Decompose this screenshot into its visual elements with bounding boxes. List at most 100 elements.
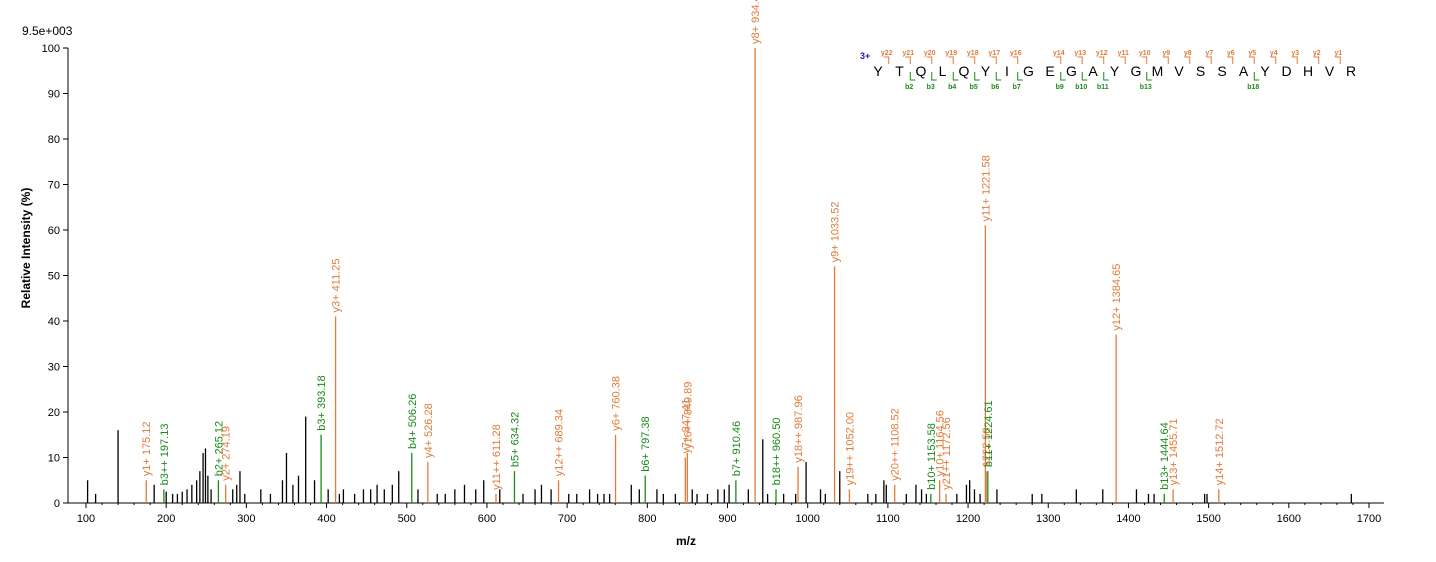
peak-label-y: y4+ 526.28 — [423, 403, 435, 458]
residue: D — [1281, 63, 1291, 79]
y-ion-bracket — [948, 56, 954, 64]
peak-label-y: y6+ 760.38 — [611, 376, 623, 431]
b-ion-bracket — [1017, 72, 1023, 81]
peak-label-b: b6+ 797.38 — [640, 416, 652, 471]
peak-label-y: y1+ 175.12 — [141, 422, 153, 477]
x-tick-label: 1600 — [1277, 513, 1301, 525]
y-ion-bracket — [926, 56, 933, 64]
y-ion-tag: y19 — [945, 50, 957, 57]
peak-label-y: y19++ 1052.00 — [844, 412, 856, 485]
peak-label-y: y9+ 1033.52 — [830, 202, 842, 263]
y-ion-bracket — [1206, 56, 1212, 64]
residue: A — [1088, 63, 1098, 79]
residue: G — [1131, 63, 1142, 79]
x-tick-label: 500 — [398, 513, 416, 525]
b-ion-bracket — [931, 72, 937, 81]
y-ion-tag: y8 — [1184, 50, 1192, 57]
residue: G — [1066, 63, 1077, 79]
peak-label-b: b3++ 197.13 — [159, 424, 171, 486]
b-ion-tag: b5 — [970, 84, 978, 91]
peak-label-y: y16++ 849.89 — [682, 382, 694, 449]
y-tick-label: 20 — [48, 407, 60, 419]
y-ion-bracket — [905, 56, 911, 64]
y-ion-tag: y17 — [988, 50, 1000, 57]
peak-label-b: b10+ 1153.58 — [926, 423, 938, 490]
peak-label-y: y20++ 1108.52 — [890, 408, 902, 481]
peak-label-y: y12+ 1384.65 — [1111, 264, 1123, 331]
b-ion-tag: b9 — [1056, 84, 1064, 91]
y-ion-bracket — [1012, 56, 1019, 64]
x-tick-label: 1500 — [1196, 513, 1220, 525]
x-tick-label: 1700 — [1357, 513, 1381, 525]
x-tick-label: 400 — [317, 513, 335, 525]
b-ion-bracket — [974, 72, 980, 81]
y-ion-bracket — [1292, 56, 1298, 64]
b-ion-tag: b7 — [1013, 84, 1021, 91]
y-ion-bracket — [991, 56, 997, 64]
y-ion-bracket — [1141, 56, 1148, 64]
y-tick-label: 90 — [48, 89, 60, 101]
peak-label-y: y3+ 411.25 — [331, 259, 343, 313]
residue: I — [1005, 63, 1009, 79]
y-ion-bracket — [1335, 56, 1341, 64]
spectrum-peaks — [86, 48, 1353, 503]
b-ion-bracket — [995, 72, 1002, 81]
y-ion-bracket — [883, 56, 890, 64]
y-tick-label: 100 — [42, 43, 60, 55]
peak-label-y: 1222.58 — [981, 427, 993, 467]
x-tick-label: 1400 — [1116, 513, 1140, 525]
y-tick-label: 30 — [48, 362, 60, 374]
y-ion-tag: y11 — [1118, 50, 1129, 57]
peak-label-b: b7+ 910.46 — [731, 421, 743, 476]
x-tick-label: 600 — [478, 513, 496, 525]
y-ion-tag: y13 — [1074, 50, 1086, 57]
peak-label-y: y14+ 1512.72 — [1214, 418, 1226, 485]
peak-label-y: y11+ 1221.58 — [980, 155, 992, 221]
residue: E — [1045, 63, 1054, 79]
b-ion-bracket — [1146, 72, 1152, 81]
residue: L — [939, 63, 947, 79]
b-ion-tag: b10 — [1075, 84, 1087, 91]
x-tick-label: 200 — [157, 513, 175, 525]
y-tick-label: 10 — [48, 453, 60, 465]
y-ion-bracket — [1055, 56, 1062, 64]
y-tick-label: 60 — [48, 225, 60, 237]
y-ion-tag: y18 — [967, 50, 979, 57]
b-ion-bracket — [1060, 72, 1066, 81]
y-ion-bracket — [1227, 56, 1234, 64]
peak-label-b: b5+ 634.32 — [509, 412, 521, 467]
y-ion-tag: y3 — [1291, 50, 1299, 57]
x-tick-label: 1000 — [795, 513, 819, 525]
residue: A — [1239, 63, 1249, 79]
y-ion-tag: y16 — [1010, 50, 1022, 57]
peak-label-y: y12++ 689.34 — [554, 409, 566, 476]
b-ion-tag: b4 — [948, 84, 956, 91]
residue: Y — [873, 63, 883, 79]
residue: Y — [1110, 63, 1120, 79]
y-ion-tag: y4 — [1270, 50, 1278, 57]
b-ion-tag: b11 — [1097, 84, 1109, 91]
peak-label-y: y11++ 611.28 — [491, 424, 503, 490]
peak-label-b: b2+ 265.12 — [213, 421, 225, 476]
peak-label-b: b4+ 506.26 — [407, 394, 419, 449]
peak-label-y: y10+ 1164.56 — [935, 410, 947, 476]
peak-label-b: b3+ 393.18 — [316, 375, 328, 430]
residue: G — [1023, 63, 1034, 79]
y-ion-bracket — [1313, 56, 1320, 64]
y-ion-bracket — [1077, 56, 1083, 64]
b-ion-bracket — [909, 72, 916, 81]
y-tick-label: 80 — [48, 134, 60, 146]
residue: T — [895, 63, 904, 79]
b-ion-bracket — [1253, 72, 1260, 81]
b-ion-bracket — [1081, 72, 1088, 81]
peak-label-y: y2+ 274.19 — [221, 426, 233, 481]
x-tick-label: 1200 — [956, 513, 980, 525]
axis-ticks: 100 200 300 400 500 600 700 800 900 1000 1100 1200 1… — [42, 43, 1382, 525]
peak-label-b: b11+ 1224.61 — [983, 400, 995, 467]
residue: S — [1217, 63, 1226, 79]
y-ion-bracket — [1270, 56, 1277, 64]
b-ion-tag: b2 — [905, 84, 913, 91]
residue: R — [1346, 63, 1356, 79]
